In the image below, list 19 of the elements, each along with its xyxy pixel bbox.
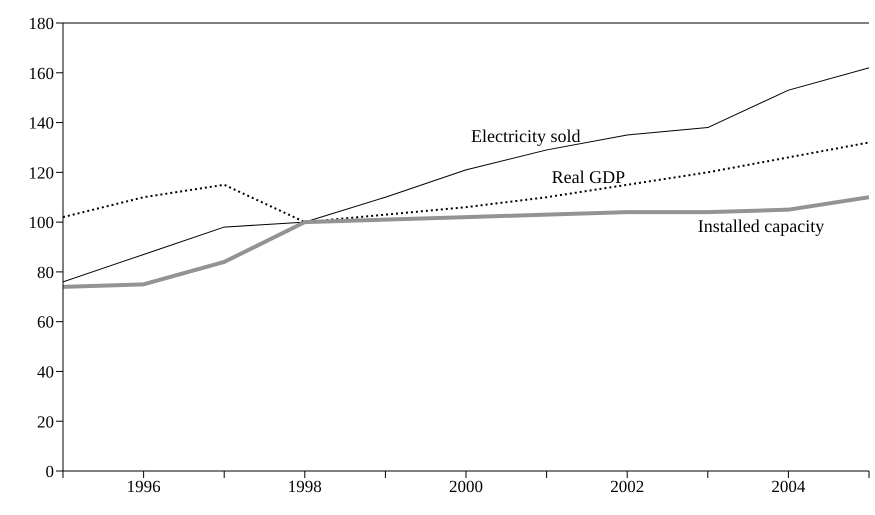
y-tick-label: 80: [37, 262, 54, 282]
y-tick-label: 40: [37, 362, 54, 382]
x-tick-label: 2000: [449, 477, 483, 496]
y-tick-label: 180: [28, 14, 54, 34]
y-tick-label: 0: [46, 462, 54, 482]
y-tick-label: 60: [37, 312, 54, 332]
line-series: [63, 195, 869, 289]
y-tick-label: 160: [28, 64, 54, 83]
y-tick-label: 20: [37, 412, 54, 432]
x-tick-label: 2004: [771, 477, 806, 496]
y-tick-label: 120: [28, 163, 54, 182]
y-tick-label: 100: [28, 213, 54, 232]
x-tick-label: 2002: [610, 477, 644, 496]
x-tick-label: 1996: [126, 477, 161, 496]
x-tick-label: 1998: [288, 477, 322, 496]
y-tick-label: 140: [28, 114, 54, 133]
series-label: Installed capacity: [698, 216, 824, 236]
series-label: Real GDP: [552, 167, 626, 188]
series-label: Electricity sold: [471, 126, 580, 146]
